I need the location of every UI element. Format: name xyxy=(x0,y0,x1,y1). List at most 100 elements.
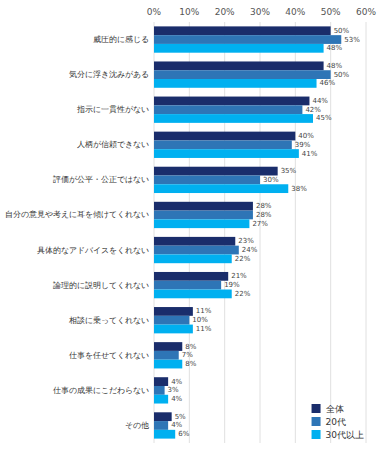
data-label: 21% xyxy=(231,272,247,280)
bar xyxy=(154,351,179,360)
bar xyxy=(154,386,165,395)
x-axis: 0% 10% 20% 30% 40% 50% 60% xyxy=(147,7,377,17)
data-label: 35% xyxy=(281,167,297,175)
bar xyxy=(154,202,253,211)
data-label: 40% xyxy=(298,132,314,140)
bar xyxy=(154,421,168,430)
tick-label: 30% xyxy=(250,7,270,17)
tick-label: 0% xyxy=(147,7,162,17)
bar xyxy=(154,290,232,299)
data-label: 22% xyxy=(235,290,251,298)
category-label: 気分に浮き沈みがある xyxy=(69,70,149,79)
category-label: 人柄が信頼できない xyxy=(77,140,149,149)
bar xyxy=(154,105,302,114)
data-label: 28% xyxy=(256,211,272,219)
bar xyxy=(154,342,182,351)
legend-swatch xyxy=(312,404,321,413)
grid xyxy=(154,22,366,443)
bar xyxy=(154,395,168,404)
data-label: 50% xyxy=(334,71,350,79)
data-label: 46% xyxy=(320,79,336,87)
legend-label: 20代 xyxy=(326,417,346,427)
data-label: 10% xyxy=(192,316,208,324)
data-label: 4% xyxy=(171,395,182,403)
bar xyxy=(154,377,168,386)
legend-label: 全体 xyxy=(326,404,344,414)
grid-line xyxy=(366,22,367,443)
legend-swatch xyxy=(312,430,321,439)
bar xyxy=(154,281,221,290)
bar xyxy=(154,114,313,123)
bar xyxy=(154,430,175,439)
category-label: 具体的なアドバイスをくれない xyxy=(37,246,149,255)
data-label: 48% xyxy=(327,62,343,70)
data-label: 7% xyxy=(182,351,193,359)
bar xyxy=(154,219,249,228)
category-label: 指示に一貫性がない xyxy=(76,105,149,114)
data-label: 44% xyxy=(312,97,328,105)
data-label: 8% xyxy=(185,360,196,368)
bar xyxy=(154,316,189,325)
data-label: 45% xyxy=(316,114,332,122)
data-label: 50% xyxy=(334,27,350,35)
tick-label: 50% xyxy=(321,7,341,17)
y-axis-labels: 威圧的に感じる気分に浮き沈みがある指示に一貫性がない人柄が信頼できない評価が公平… xyxy=(5,35,149,430)
bar xyxy=(154,254,232,263)
bar xyxy=(154,211,253,220)
bar xyxy=(154,175,260,184)
data-label: 19% xyxy=(224,281,240,289)
data-label: 11% xyxy=(196,307,212,315)
data-label: 22% xyxy=(235,255,251,263)
bar xyxy=(154,149,299,158)
data-label: 30% xyxy=(263,176,279,184)
bar xyxy=(154,61,324,70)
bar xyxy=(154,70,331,79)
tick-label: 10% xyxy=(179,7,199,17)
data-label: 11% xyxy=(196,325,212,333)
category-label: 仕事の成果にこだわらない xyxy=(53,386,149,395)
legend-label: 30代以上 xyxy=(326,430,364,440)
bar xyxy=(154,140,292,149)
data-label: 42% xyxy=(305,106,321,114)
bar xyxy=(154,360,182,369)
data-label: 23% xyxy=(238,237,254,245)
data-label: 38% xyxy=(291,185,307,193)
tick-label: 40% xyxy=(285,7,305,17)
category-label: 威圧的に感じる xyxy=(93,35,149,44)
data-label: 8% xyxy=(185,343,196,351)
bar xyxy=(154,132,295,141)
data-label: 5% xyxy=(175,413,186,421)
data-label: 3% xyxy=(168,386,179,394)
category-label: 仕事を任せてくれない xyxy=(69,351,149,360)
category-label: 論理的に説明してくれない xyxy=(53,281,149,290)
tick-label: 20% xyxy=(215,7,235,17)
data-label: 4% xyxy=(171,378,182,386)
data-label: 27% xyxy=(252,220,268,228)
category-label: 相談に乗ってくれない xyxy=(69,316,149,325)
data-label: 4% xyxy=(171,421,182,429)
data-label: 48% xyxy=(327,44,343,52)
category-label: 自分の意見や考えに耳を傾けてくれない xyxy=(5,210,149,219)
legend-swatch xyxy=(312,417,321,426)
tick-label: 60% xyxy=(356,7,376,17)
data-label: 39% xyxy=(295,141,311,149)
data-labels: 50%48%44%40%35%28%23%21%11%8%4%5%53%50%4… xyxy=(168,27,361,438)
data-label: 24% xyxy=(242,246,258,254)
bar xyxy=(154,325,193,334)
bar xyxy=(154,412,172,421)
bar xyxy=(154,167,278,176)
data-label: 28% xyxy=(256,202,272,210)
data-label: 41% xyxy=(302,150,318,158)
data-label: 6% xyxy=(178,430,189,438)
bar xyxy=(154,237,235,246)
data-label: 53% xyxy=(344,36,360,44)
bar xyxy=(154,26,331,35)
bar xyxy=(154,272,228,281)
bar xyxy=(154,44,324,53)
bars xyxy=(154,26,341,438)
bar xyxy=(154,97,309,106)
bar xyxy=(154,184,288,193)
category-label: その他 xyxy=(125,421,149,430)
bar xyxy=(154,246,239,255)
bar xyxy=(154,307,193,316)
